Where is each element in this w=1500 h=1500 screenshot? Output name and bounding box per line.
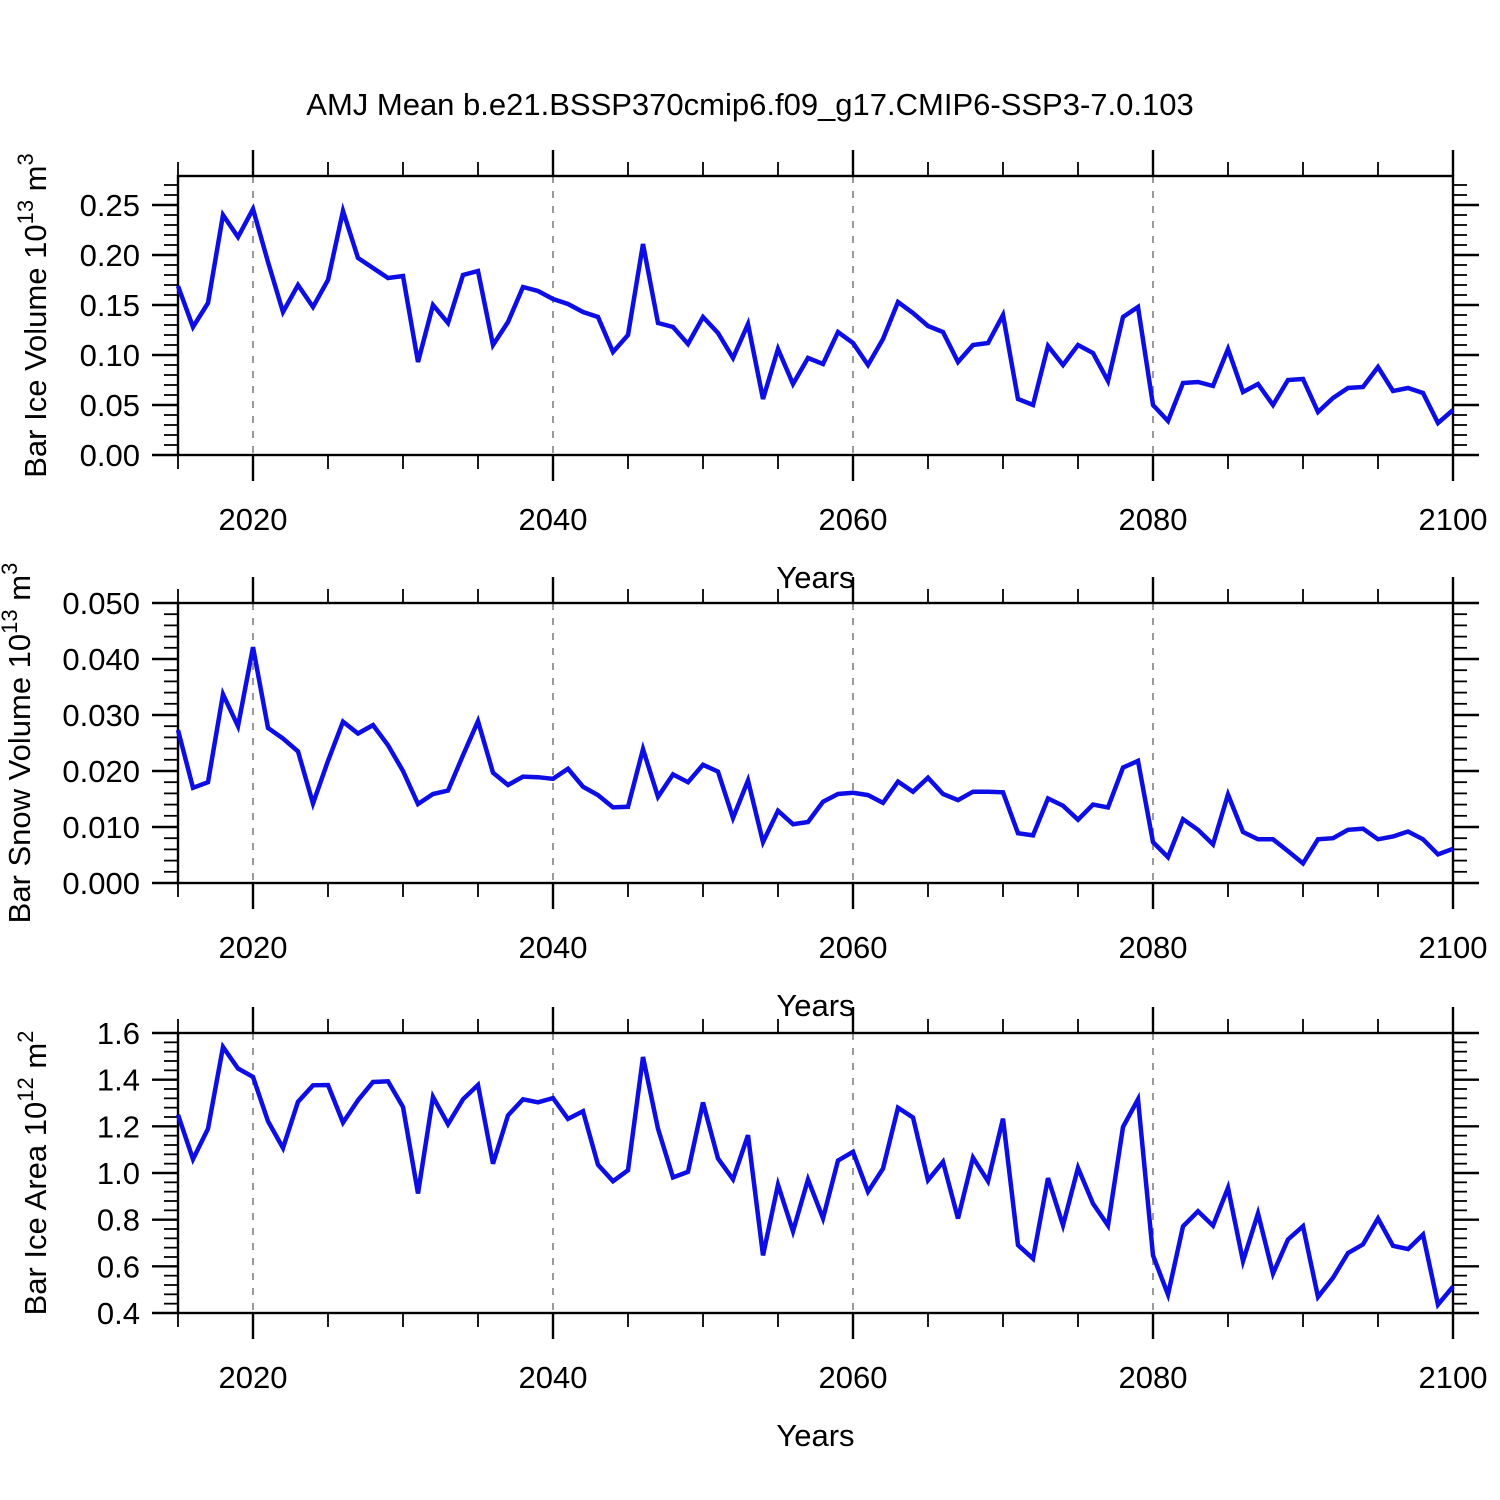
- x-tick-label: 2040: [519, 502, 588, 537]
- x-tick-label: 2080: [1119, 930, 1188, 965]
- y-tick-label: 1.0: [97, 1156, 140, 1191]
- panel-bar-snow-volume: 0.000 0.010 0.020 0.030 0.040 0.050 2020 2040 20…: [0, 563, 1487, 1023]
- y-tick-label: 1.2: [97, 1109, 140, 1144]
- y-tick-label: 1.4: [97, 1063, 140, 1098]
- y-tick-label: 0.05: [80, 388, 140, 423]
- y-tick-label: 0.8: [97, 1203, 140, 1238]
- x-tick-label: 2020: [219, 1360, 288, 1395]
- data-line-panel-bar-ice-area: [175, 1041, 1455, 1310]
- x-axis-title: Years: [776, 988, 854, 1023]
- x-tick-label: 2020: [219, 502, 288, 537]
- y-tick-label: 0.15: [80, 288, 140, 323]
- y-tick-label: 0.010: [62, 810, 140, 845]
- plot-frame: [176, 1031, 1455, 1315]
- panel-bar-ice-area: 0.4 0.6 0.8 1.0 1.2 1.4 1.6 2020 2040 2060 2080 210…: [13, 1007, 1487, 1453]
- plot-frame: [176, 174, 1455, 457]
- x-tick-label: 2040: [519, 930, 588, 965]
- x-tick-label: 2060: [819, 1360, 888, 1395]
- y-tick-label: 0.020: [62, 754, 140, 789]
- y-tick-label: 0.00: [80, 438, 140, 473]
- y-tick-label: 0.040: [62, 642, 140, 677]
- x-tick-label: 2060: [819, 930, 888, 965]
- x-tick-label: 2040: [519, 1360, 588, 1395]
- x-axis-title: Years: [776, 560, 854, 595]
- x-tick-label: 2100: [1419, 502, 1488, 537]
- x-tick-label: 2100: [1419, 930, 1488, 965]
- x-axis-title: Years: [776, 1418, 854, 1453]
- y-axis-title: Bar Ice Area 1012 m2: [13, 1031, 53, 1316]
- x-tick-label: 2080: [1119, 502, 1188, 537]
- y-tick-label: 1.6: [97, 1016, 140, 1051]
- y-tick-label: 0.000: [62, 866, 140, 901]
- plot-frame: [176, 601, 1455, 885]
- data-line-panel-bar-ice-volume: [175, 202, 1455, 427]
- y-axis-title: Bar Snow Volume 1013 m3: [0, 563, 37, 924]
- y-tick-label: 0.10: [80, 338, 140, 373]
- y-tick-label: 0.25: [80, 188, 140, 223]
- y-tick-label: 0.20: [80, 238, 140, 273]
- x-tick-label: 2100: [1419, 1360, 1488, 1395]
- y-axis-title: Bar Ice Volume 1013 m3: [13, 153, 53, 478]
- panel-bar-ice-volume: 0.00 0.05 0.10 0.15 0.20 0.25 2020 2040 2060 2080…: [13, 150, 1487, 595]
- x-tick-label: 2020: [219, 930, 288, 965]
- x-tick-label: 2080: [1119, 1360, 1188, 1395]
- data-line-panel-bar-snow-volume: [175, 646, 1454, 867]
- y-tick-label: 0.4: [97, 1296, 140, 1331]
- y-tick-label: 0.050: [62, 586, 140, 621]
- y-tick-label: 0.6: [97, 1249, 140, 1284]
- plot-title: AMJ Mean b.e21.BSSP370cmip6.f09_g17.CMIP…: [306, 87, 1194, 122]
- x-tick-label: 2060: [819, 502, 888, 537]
- y-tick-label: 0.030: [62, 698, 140, 733]
